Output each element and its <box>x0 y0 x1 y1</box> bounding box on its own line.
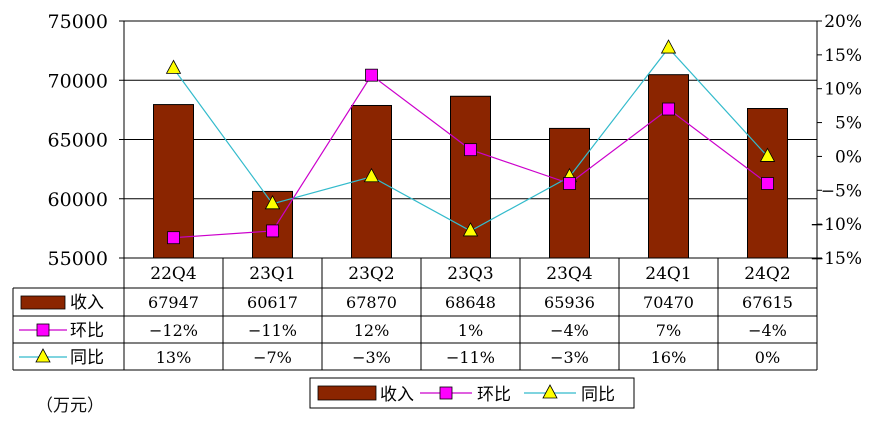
bar-series <box>153 74 788 259</box>
table-cell: −3% <box>352 348 391 367</box>
table-cell: −3% <box>550 348 589 367</box>
right-axis-tick-label: −15% <box>810 249 862 269</box>
marker-square <box>662 102 675 116</box>
axes: 55000 60000 65000 70000 75000 20% 15% 10% 5% 0% −5… <box>48 11 862 270</box>
left-axis-tick-label: 60000 <box>48 189 108 211</box>
table-cell: −7% <box>253 348 292 367</box>
bar <box>549 127 590 259</box>
table-cell: 13% <box>156 348 192 367</box>
category-label: 23Q2 <box>348 264 394 284</box>
bar <box>648 74 689 259</box>
marker-triangle <box>165 59 182 74</box>
table-cell: −4% <box>550 321 589 340</box>
row-header: 同比 <box>70 348 104 368</box>
line-series <box>165 39 776 245</box>
right-axis-tick-label: 15% <box>824 46 862 66</box>
right-axis-tick-label: 0% <box>835 147 862 167</box>
table-cell: 12% <box>354 321 390 340</box>
category-label: 23Q1 <box>249 264 295 284</box>
table-cell: 16% <box>651 348 687 367</box>
marker-triangle <box>264 194 281 210</box>
category-label: 24Q1 <box>645 264 691 284</box>
category-label: 22Q4 <box>150 264 196 284</box>
legend-key-triangle <box>35 348 51 363</box>
table-cell: 7% <box>656 321 681 340</box>
row-header: 收入 <box>70 293 104 313</box>
legend-key-bar <box>317 385 377 401</box>
legend-label: 收入 <box>380 385 414 405</box>
right-axis-tick-label: 10% <box>824 80 862 100</box>
table-cell: −4% <box>748 321 787 340</box>
row-header: 环比 <box>70 321 104 341</box>
legend-label: 环比 <box>477 385 511 405</box>
table-cell: 70470 <box>643 293 694 312</box>
marker-square <box>563 177 576 190</box>
table-cell: 67870 <box>346 293 397 312</box>
legend-key-square <box>36 323 50 337</box>
table-cell: 0% <box>755 348 780 367</box>
right-axis-tick-label: −5% <box>821 181 862 201</box>
legend-key-triangle <box>542 384 558 399</box>
category-label: 24Q2 <box>744 264 790 284</box>
left-axis-tick-label: 70000 <box>48 70 108 92</box>
left-axis-tick-label: 65000 <box>48 130 108 152</box>
marker-square <box>365 68 378 82</box>
legend-key-bar <box>20 295 66 310</box>
left-axis-tick-label: 55000 <box>48 248 108 270</box>
marker-triangle <box>660 39 677 54</box>
left-axis-tick-label: 75000 <box>48 11 108 33</box>
legend: 收入 环比 同比 <box>309 377 635 409</box>
marker-triangle <box>759 147 776 162</box>
table-cell: −11% <box>248 321 297 340</box>
marker-triangle <box>363 167 380 183</box>
right-axis-tick-label: 20% <box>824 12 862 32</box>
category-label: 23Q3 <box>447 264 493 284</box>
table-cell: −11% <box>446 348 495 367</box>
table-cell: 1% <box>458 321 483 340</box>
table-cell: 67947 <box>148 293 199 312</box>
legend-key-square <box>439 386 453 400</box>
category-label: 23Q4 <box>546 264 592 284</box>
right-axis-tick-label: 5% <box>835 114 862 134</box>
marker-square <box>464 143 477 157</box>
table-cell: 67615 <box>742 293 793 312</box>
marker-triangle <box>462 222 479 237</box>
table-cell: 68648 <box>445 293 496 312</box>
legend-label: 同比 <box>581 385 615 405</box>
unit-label: （万元） <box>36 396 104 416</box>
table-cell: 60617 <box>247 293 298 312</box>
table-cell: −12% <box>149 321 198 340</box>
table-cell: 65936 <box>544 293 595 312</box>
marker-square <box>761 177 774 190</box>
marker-square <box>266 224 279 238</box>
marker-square <box>167 231 180 245</box>
right-axis-tick-label: −10% <box>810 215 862 235</box>
